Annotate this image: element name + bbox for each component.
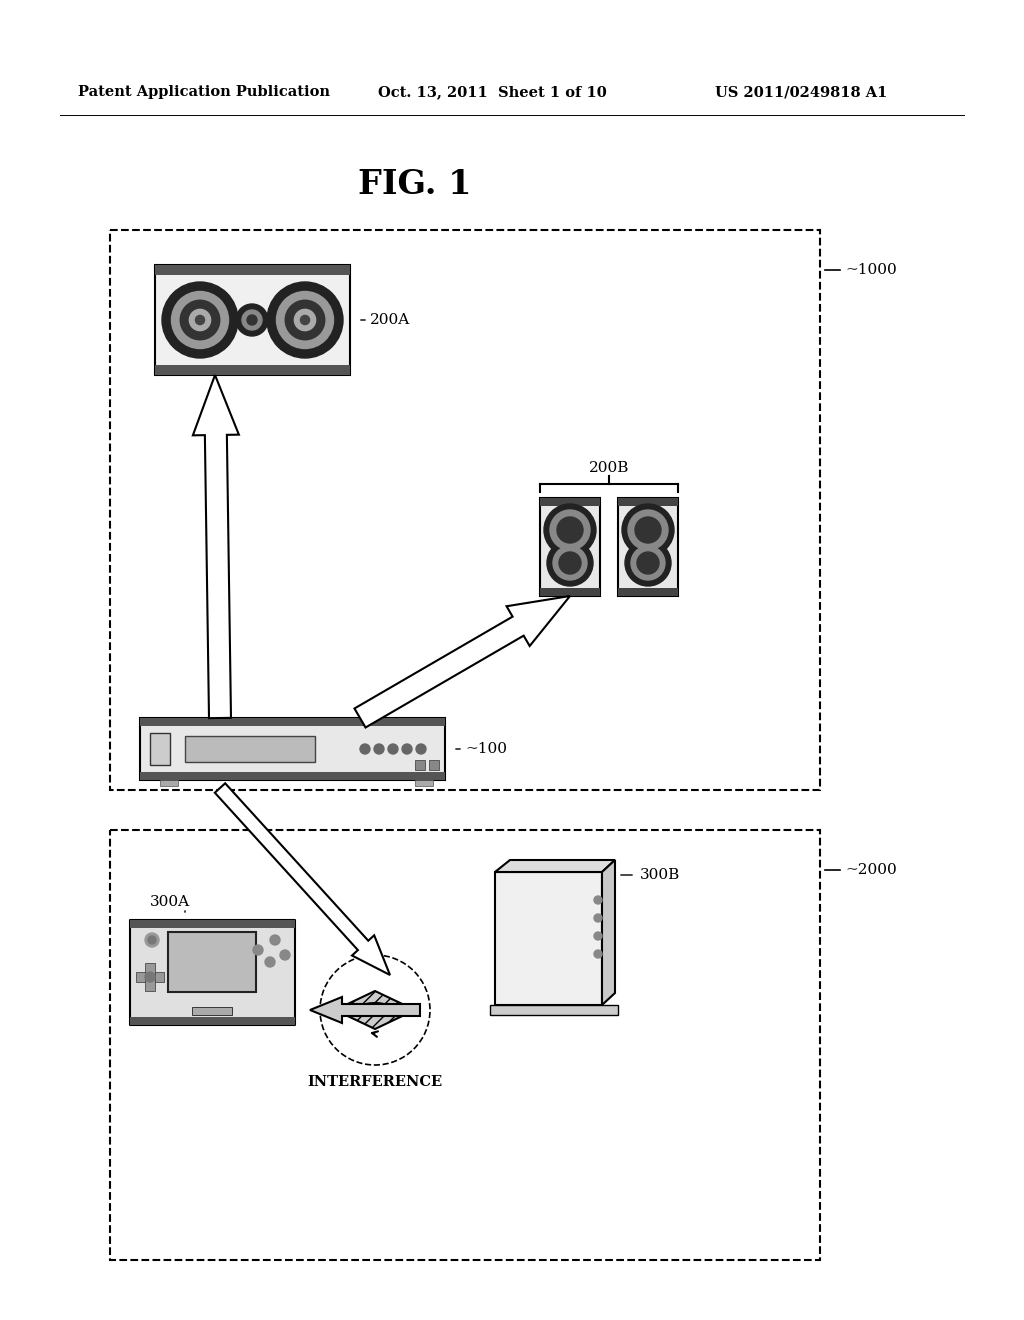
Circle shape (242, 310, 262, 330)
Text: 200B: 200B (589, 461, 629, 475)
Bar (193, 1007, 232, 1015)
Text: ~100: ~100 (465, 742, 507, 756)
Polygon shape (215, 783, 390, 975)
Bar (140, 718, 445, 780)
Circle shape (253, 945, 263, 954)
Circle shape (402, 744, 412, 754)
Text: US 2011/0249818 A1: US 2011/0249818 A1 (715, 84, 888, 99)
Bar (140, 772, 445, 780)
Circle shape (594, 950, 602, 958)
Circle shape (374, 744, 384, 754)
Bar (150, 733, 170, 766)
Text: Oct. 13, 2011  Sheet 1 of 10: Oct. 13, 2011 Sheet 1 of 10 (378, 84, 607, 99)
Polygon shape (495, 873, 602, 1005)
Bar (168, 932, 256, 993)
Bar (185, 737, 315, 762)
Bar (618, 498, 678, 506)
Bar (429, 760, 439, 770)
Circle shape (171, 292, 228, 348)
Polygon shape (490, 1005, 618, 1015)
Bar (540, 587, 600, 597)
Circle shape (631, 546, 665, 579)
Bar (540, 498, 600, 506)
Circle shape (270, 935, 280, 945)
Polygon shape (602, 861, 615, 1005)
Circle shape (276, 292, 334, 348)
Polygon shape (335, 991, 415, 1030)
Circle shape (180, 300, 220, 339)
Circle shape (635, 517, 662, 543)
Circle shape (267, 282, 343, 358)
Circle shape (286, 300, 325, 339)
Bar (160, 780, 178, 785)
Text: 300B: 300B (640, 869, 680, 882)
Circle shape (547, 540, 593, 586)
Circle shape (360, 744, 370, 754)
Circle shape (637, 552, 659, 574)
Circle shape (416, 744, 426, 754)
Bar (130, 920, 295, 928)
Text: Patent Application Publication: Patent Application Publication (78, 84, 330, 99)
Circle shape (594, 896, 602, 904)
Polygon shape (193, 375, 239, 718)
Bar (415, 780, 433, 785)
Bar (155, 366, 350, 375)
Bar (415, 760, 425, 770)
Circle shape (550, 510, 590, 550)
Polygon shape (495, 861, 615, 873)
Circle shape (162, 282, 238, 358)
Circle shape (280, 950, 290, 960)
Bar (110, 830, 820, 1261)
Circle shape (247, 315, 257, 325)
Polygon shape (310, 997, 420, 1023)
Bar (130, 920, 295, 1026)
Circle shape (294, 309, 315, 330)
Bar (130, 1016, 295, 1026)
Circle shape (594, 932, 602, 940)
Circle shape (236, 304, 268, 337)
Circle shape (625, 540, 671, 586)
Bar (155, 265, 350, 375)
Bar (540, 498, 600, 597)
Bar (136, 972, 164, 982)
Bar (618, 587, 678, 597)
Circle shape (622, 504, 674, 556)
Text: ~2000: ~2000 (845, 863, 897, 876)
Circle shape (265, 957, 275, 968)
Circle shape (145, 933, 159, 946)
Bar (618, 498, 678, 597)
Circle shape (594, 913, 602, 921)
Polygon shape (354, 597, 570, 727)
Circle shape (148, 936, 156, 944)
Circle shape (557, 517, 583, 543)
Text: FIG. 1: FIG. 1 (358, 169, 472, 202)
Circle shape (189, 309, 211, 330)
Text: INTERFERENCE: INTERFERENCE (307, 1074, 442, 1089)
Text: ~1000: ~1000 (845, 263, 897, 277)
Circle shape (388, 744, 398, 754)
Circle shape (628, 510, 668, 550)
Circle shape (559, 552, 581, 574)
Bar (145, 964, 155, 991)
Circle shape (196, 315, 205, 325)
Text: 300A: 300A (150, 895, 190, 909)
Circle shape (300, 315, 309, 325)
Circle shape (553, 546, 587, 579)
Circle shape (544, 504, 596, 556)
Circle shape (145, 972, 155, 982)
Bar (155, 265, 350, 275)
Bar (110, 230, 820, 789)
Text: 200A: 200A (370, 313, 411, 327)
Bar (140, 718, 445, 726)
